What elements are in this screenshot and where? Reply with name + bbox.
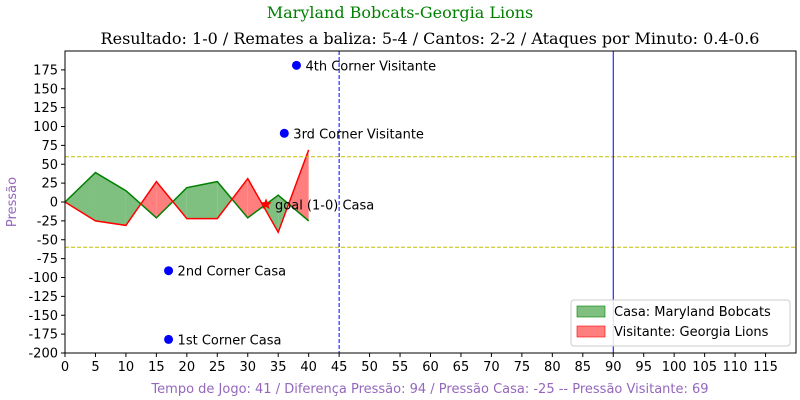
x-tick-label-13: 65 [453, 360, 470, 375]
y-tick-label-2: -150 [28, 309, 58, 324]
y-axis-ticks: -200 -175 -150 -125 -100 -75 -50 -25 0 25 50 75 100 1… [28, 63, 65, 362]
annotation-label-2: goal (1-0) Casa [275, 198, 374, 213]
x-tick-label-5: 25 [209, 360, 226, 375]
corner-marker-0 [291, 60, 301, 70]
x-tick-label-12: 60 [422, 360, 439, 375]
y-tick-label-5: -75 [37, 252, 58, 267]
annotation-label-0: 4th Corner Visitante [305, 59, 436, 74]
x-tick-label-17: 85 [575, 360, 592, 375]
x-tick-label-6: 30 [239, 360, 256, 375]
annotation-label-3: 2nd Corner Casa [178, 265, 287, 280]
y-axis-label: Pressão [5, 177, 20, 227]
y-tick-label-11: 75 [41, 139, 58, 154]
y-tick-label-9: 25 [41, 177, 58, 192]
y-tick-label-12: 100 [33, 120, 58, 135]
y-tick-label-14: 150 [33, 82, 58, 97]
x-tick-label-20: 100 [662, 360, 687, 375]
home-area-segment-2-0 [125, 190, 141, 226]
home-area-segment-5-0 [217, 181, 233, 219]
corner-marker-4 [164, 334, 174, 344]
x-tick-label-16: 80 [544, 360, 561, 375]
x-tick-label-21: 105 [692, 360, 717, 375]
home-area-segment-1-0 [95, 172, 126, 226]
legend-label-0: Casa: Maryland Bobcats [614, 305, 771, 320]
y-tick-label-10: 50 [41, 158, 58, 173]
x-tick-label-14: 70 [483, 360, 500, 375]
x-tick-label-2: 10 [118, 360, 135, 375]
x-tick-label-1: 5 [91, 360, 99, 375]
y-tick-label-13: 125 [33, 101, 58, 116]
x-tick-label-19: 95 [635, 360, 652, 375]
y-tick-label-6: -50 [37, 233, 58, 248]
x-tick-label-23: 115 [753, 360, 778, 375]
chart-title: Maryland Bobcats-Georgia Lions [267, 3, 533, 22]
x-axis-label: Tempo de Jogo: 41 / Diferença Pressão: 9… [150, 382, 708, 397]
x-tick-label-10: 50 [361, 360, 378, 375]
y-tick-label-7: -25 [37, 214, 58, 229]
goal-star-marker [260, 198, 272, 210]
legend-swatch-1 [576, 325, 606, 338]
corner-marker-3 [164, 266, 174, 276]
y-tick-label-15: 175 [33, 63, 58, 78]
x-tick-label-15: 75 [514, 360, 531, 375]
y-tick-label-3: -125 [28, 290, 58, 305]
home-area-segment-7-0 [278, 195, 289, 233]
x-tick-label-18: 90 [605, 360, 622, 375]
x-axis-ticks: 0 5 10 15 20 25 30 35 40 45 50 55 60 65 70 75 80 85 90 95 10… [61, 353, 778, 375]
corner-marker-1 [279, 128, 289, 138]
legend: Casa: Maryland Bobcats Visitante: Georgia… [570, 299, 791, 347]
y-tick-label-0: -200 [28, 347, 58, 362]
pressure-areas [65, 149, 309, 233]
x-tick-label-0: 0 [61, 360, 69, 375]
y-tick-label-8: 0 [50, 196, 58, 211]
away-area-segment-5-1 [232, 178, 248, 218]
y-tick-label-1: -175 [28, 328, 58, 343]
event-annotations: 4th Corner Visitante 3rd Corner Visitante… [164, 59, 436, 348]
legend-swatch-0 [576, 305, 606, 318]
legend-label-1: Visitante: Georgia Lions [614, 325, 769, 340]
x-tick-label-7: 35 [270, 360, 287, 375]
y-tick-label-4: -100 [28, 271, 58, 286]
away-area-segment-7-1 [288, 149, 309, 221]
x-tick-label-8: 40 [300, 360, 317, 375]
away-area-segment-2-1 [140, 181, 157, 218]
annotation-label-4: 1st Corner Casa [178, 333, 282, 348]
annotation-label-1: 3rd Corner Visitante [293, 127, 424, 142]
x-tick-label-9: 45 [331, 360, 348, 375]
x-tick-label-3: 15 [148, 360, 165, 375]
x-tick-label-4: 20 [179, 360, 196, 375]
chart-subtitle: Resultado: 1-0 / Remates a baliza: 5-4 /… [101, 29, 760, 48]
home-area-segment-3-1 [172, 187, 187, 219]
legend-box [570, 299, 791, 347]
x-tick-label-22: 110 [723, 360, 748, 375]
away-pressure-line [64, 149, 310, 234]
away-area-segment-6-0 [247, 178, 264, 218]
away-area-segment-3-0 [156, 181, 173, 218]
home-area-segment-4-0 [186, 181, 218, 219]
home-area-segment-0-0 [65, 172, 96, 221]
x-tick-label-11: 55 [392, 360, 409, 375]
